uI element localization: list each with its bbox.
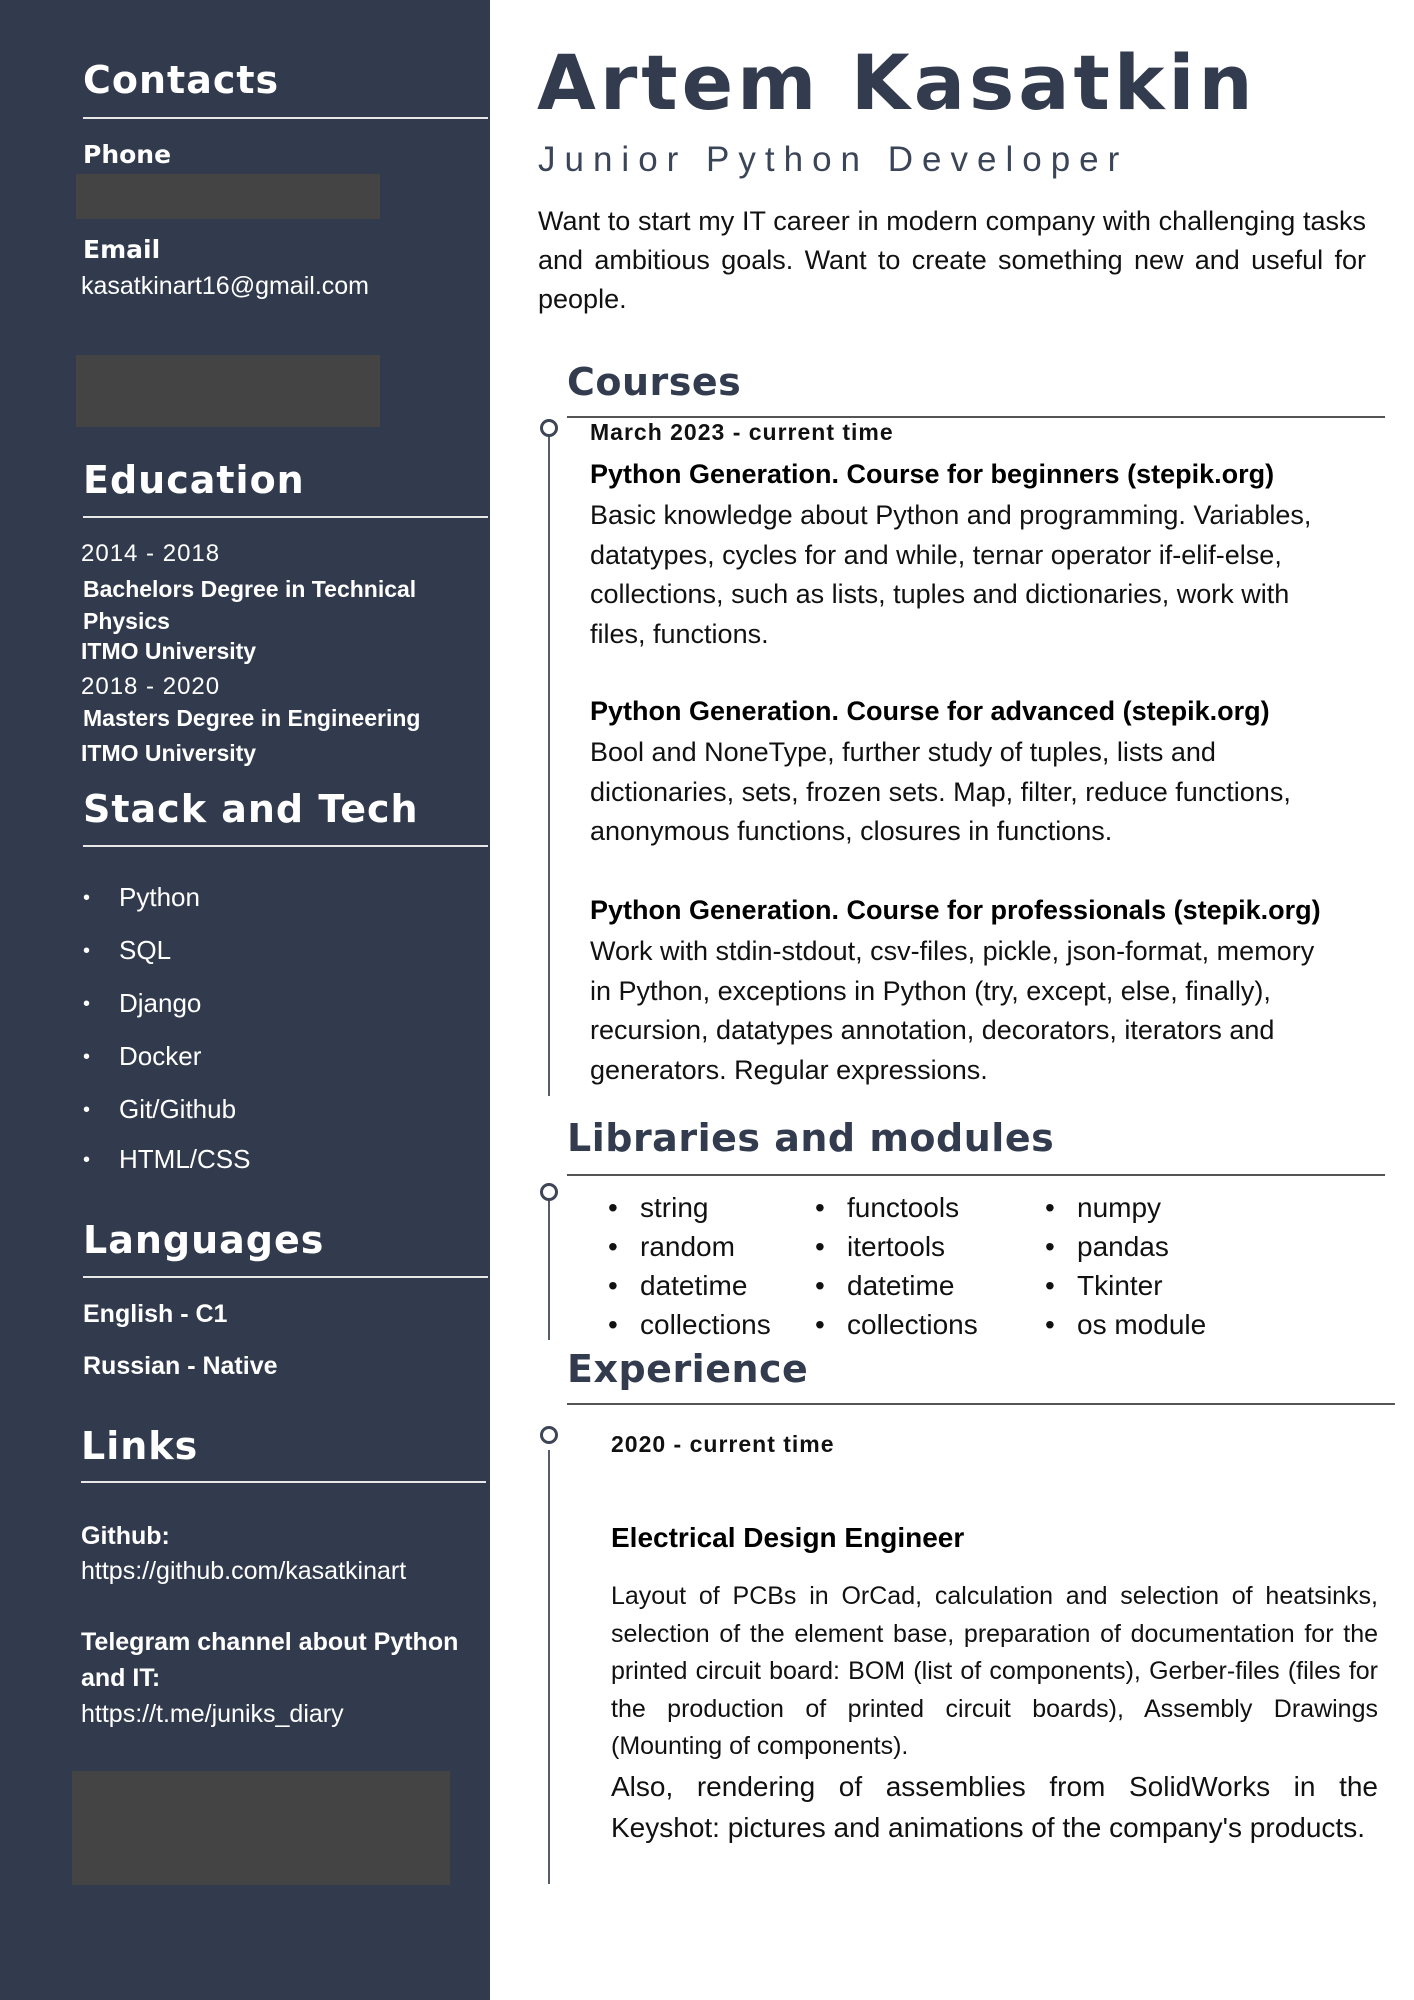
course-description: Work with stdin-stdout, csv-files, pickl… (590, 936, 1315, 1085)
contacts-rule (83, 117, 488, 119)
library-item: collections (813, 1305, 978, 1344)
stack-item: Git/Github (83, 1094, 236, 1125)
courses-date: March 2023 - current time (590, 419, 894, 445)
library-item: collections (606, 1305, 771, 1344)
stack-item: Django (83, 988, 201, 1019)
links-redaction (72, 1771, 450, 1885)
library-item: string (606, 1188, 771, 1227)
timeline-circle-icon (540, 419, 558, 437)
education-school: ITMO University (81, 740, 257, 766)
libraries-column: functools itertools datetime collections (813, 1188, 978, 1344)
experience-heading: Experience (567, 1347, 809, 1391)
education-degree: Bachelors Degree in Technical (83, 576, 417, 602)
education-school: ITMO University (81, 638, 257, 664)
job-description: Also, rendering of assemblies from Solid… (611, 1771, 1378, 1843)
bullet-icon (83, 882, 119, 913)
telegram-label: and IT: (81, 1664, 161, 1692)
library-item: numpy (1043, 1188, 1206, 1227)
candidate-role: Junior Python Developer (538, 140, 1129, 179)
github-label: Github: (81, 1522, 170, 1550)
bullet-icon (83, 1041, 119, 1072)
education-rule (83, 516, 488, 518)
contacts-heading: Contacts (83, 58, 280, 102)
telegram-link[interactable]: https://t.me/juniks_diary (81, 1700, 344, 1728)
library-item: Tkinter (1043, 1266, 1206, 1305)
library-item: datetime (606, 1266, 771, 1305)
course-title: Python Generation. Course for advanced (… (590, 696, 1270, 726)
education-heading: Education (83, 458, 305, 502)
libraries-heading: Libraries and modules (567, 1116, 1055, 1160)
job-description: Layout of PCBs in OrCad, calculation and… (611, 1582, 1378, 1760)
phone-label: Phone (83, 140, 172, 169)
stack-item: HTML/CSS (83, 1144, 250, 1175)
library-item: datetime (813, 1266, 978, 1305)
experience-date: 2020 - current time (611, 1431, 835, 1457)
experience-rule (567, 1403, 1395, 1405)
languages-heading: Languages (83, 1218, 325, 1262)
sidebar: Contacts Phone Email kasatkinart16@gmail… (0, 0, 490, 2000)
contact-redaction (76, 355, 380, 427)
stack-rule (83, 845, 488, 847)
stack-item: Python (83, 882, 200, 913)
language-item: Russian - Native (83, 1352, 278, 1380)
bullet-icon (83, 1094, 119, 1125)
email-label: Email (83, 235, 161, 264)
library-item: random (606, 1227, 771, 1266)
education-years: 2014 - 2018 (81, 540, 221, 567)
course-description: Bool and NoneType, further study of tupl… (590, 737, 1291, 846)
course-title: Python Generation. Course for beginners … (590, 459, 1275, 489)
candidate-name: Artem Kasatkin (537, 38, 1257, 127)
bullet-icon (83, 1144, 119, 1175)
timeline-circle-icon (540, 1183, 558, 1201)
stack-item: Docker (83, 1041, 201, 1072)
libraries-rule (567, 1174, 1385, 1176)
library-item: pandas (1043, 1227, 1206, 1266)
stack-item-label: SQL (119, 935, 172, 965)
phone-redaction (76, 174, 380, 219)
language-item: English - C1 (83, 1300, 228, 1328)
courses-heading: Courses (567, 360, 742, 404)
languages-rule (83, 1276, 488, 1278)
library-item: functools (813, 1188, 978, 1227)
job-title: Electrical Design Engineer (611, 1522, 965, 1553)
course-description: Basic knowledge about Python and program… (590, 500, 1312, 649)
stack-item-label: HTML/CSS (119, 1144, 251, 1174)
stack-item-label: Python (119, 882, 200, 912)
libraries-column: numpy pandas Tkinter os module (1043, 1188, 1206, 1344)
links-heading: Links (81, 1424, 199, 1468)
stack-heading: Stack and Tech (83, 787, 419, 831)
courses-rule (567, 416, 1385, 418)
email-value[interactable]: kasatkinart16@gmail.com (81, 272, 369, 300)
links-rule (81, 1481, 486, 1483)
library-item: os module (1043, 1305, 1206, 1344)
bullet-icon (83, 988, 119, 1019)
stack-item-label: Git/Github (119, 1094, 237, 1124)
experience-timeline (548, 1450, 550, 1884)
course-title: Python Generation. Course for profession… (590, 895, 1321, 925)
stack-item-label: Django (119, 988, 202, 1018)
stack-item-label: Docker (119, 1041, 202, 1071)
libraries-timeline (548, 1200, 550, 1340)
education-degree: Physics (83, 608, 170, 634)
education-years: 2018 - 2020 (81, 673, 221, 700)
github-link[interactable]: https://github.com/kasatkinart (81, 1557, 407, 1585)
libraries-column: string random datetime collections (606, 1188, 771, 1344)
courses-timeline (548, 436, 550, 1096)
bullet-icon (83, 935, 119, 966)
telegram-label: Telegram channel about Python (81, 1628, 459, 1656)
summary: Want to start my IT career in modern com… (538, 206, 1366, 314)
timeline-circle-icon (540, 1426, 558, 1444)
education-degree: Masters Degree in Engineering (83, 705, 421, 731)
library-item: itertools (813, 1227, 978, 1266)
stack-item: SQL (83, 935, 171, 966)
